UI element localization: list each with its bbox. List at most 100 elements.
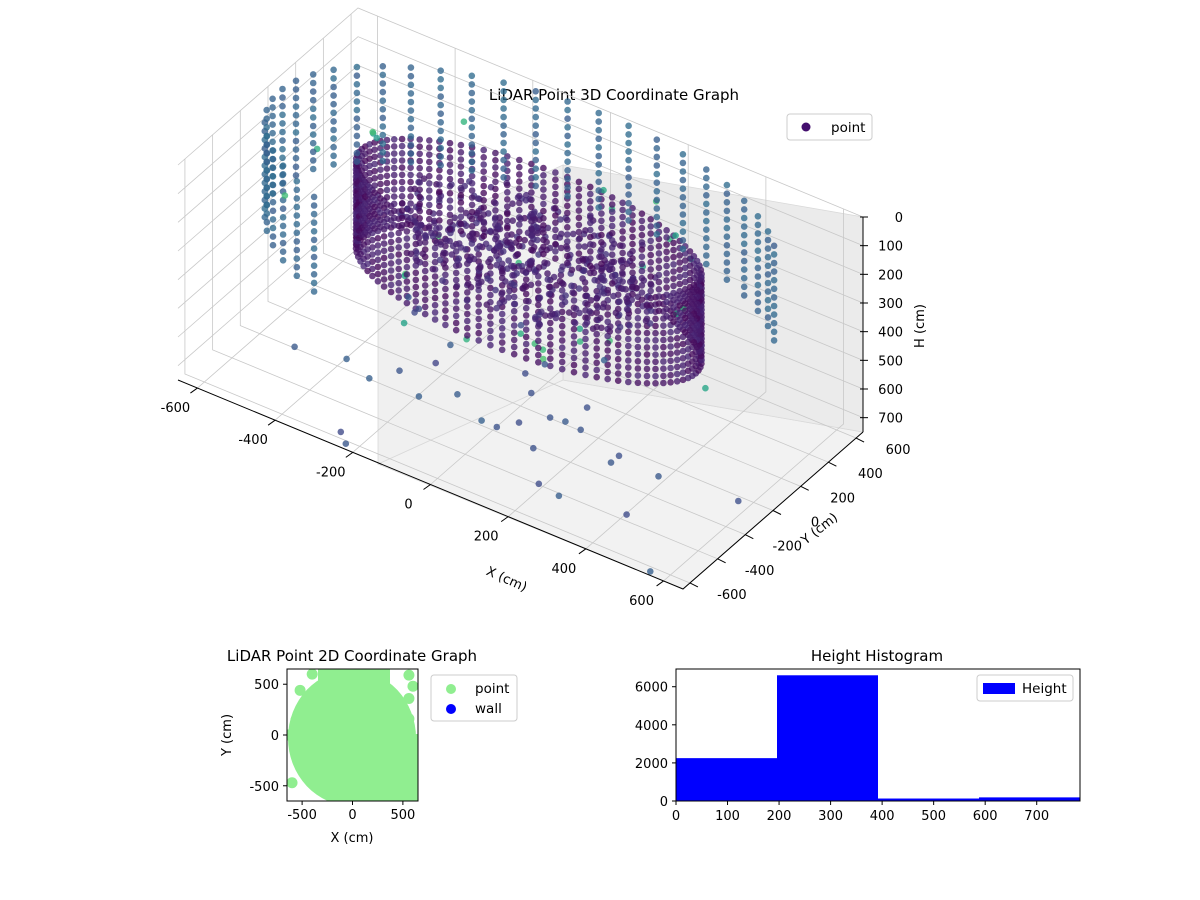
point-3d [587,198,594,205]
point-3d [655,278,663,286]
point-3d [629,269,636,277]
point-3d [460,118,468,125]
point-3d [508,262,515,270]
point-3d [522,326,530,334]
point-3d [679,228,687,235]
y-tick-3d [800,485,809,491]
point-3d [374,270,382,278]
point-3d [575,250,583,257]
point-3d [419,250,427,257]
point-3d [380,233,388,240]
point-3d [353,158,361,165]
x-tick-label-histogram: 600 [973,809,998,824]
point-3d [555,492,563,500]
point-3d [564,202,571,210]
point-3d [500,113,507,121]
point-3d [412,298,420,305]
chart-3d: LiDAR Point 3D Coordinate Graph -600 -400… [161,7,928,609]
legend-label-wall-2d: wall [475,701,502,717]
x-tick-3d [578,548,587,555]
point-3d [676,295,683,302]
point-3d [610,292,617,300]
point-3d [480,218,488,226]
point-3d [426,165,433,173]
point-3d [353,98,361,105]
point-3d [292,86,300,93]
point-3d [407,185,414,193]
point-3d [383,215,391,223]
point-3d [702,384,709,392]
point-3d [595,169,602,177]
point-3d [330,109,337,117]
point-3d [528,232,535,239]
point-3d [366,205,373,213]
point-3d [593,352,600,360]
point-3d [676,273,683,281]
point-3d [366,219,373,227]
point-3d [535,480,543,488]
point-3d [310,288,318,295]
point-3d [676,316,683,324]
point-3d [564,175,571,183]
point-3d [770,251,778,258]
plot-area-2d [287,669,418,801]
point-3d [582,364,589,372]
point-3d [407,178,414,186]
point-3d [533,223,540,231]
point-3d [770,259,778,267]
point-3d [379,131,387,139]
legend-label-point: point [831,120,865,136]
point-3d [623,511,630,518]
point-2d [306,669,318,680]
point-3d [380,269,388,276]
point-3d [723,190,731,197]
point-3d [647,287,654,295]
point-3d [670,311,677,318]
point-3d [395,236,403,244]
point-3d [431,244,439,252]
point-3d [369,272,376,280]
point-3d [532,131,539,138]
point-3d [390,200,398,208]
point-3d [468,230,476,237]
legend-marker-point-2d [446,684,456,694]
point-3d [652,380,659,387]
point-3d [535,287,542,294]
point-3d [431,258,439,266]
point-3d [570,361,578,369]
point-3d [667,336,674,343]
point-3d [670,289,677,297]
point-3d [390,207,398,215]
point-3d [468,215,476,223]
point-3d [660,365,667,373]
point-3d [475,251,483,258]
point-3d [279,239,287,247]
point-3d [310,236,318,244]
point-3d [468,141,476,148]
point-3d [263,106,271,114]
point-3d [431,301,439,309]
point-3d [421,289,429,296]
point-3d [279,231,287,238]
point-3d [407,250,415,258]
point-3d [487,341,494,349]
point-3d [412,276,420,284]
chart-2d: LiDAR Point 2D Coordinate Graph -500 0 500… [220,647,518,846]
point-3d [279,128,286,136]
point-3d [292,146,300,153]
point-3d [540,243,547,251]
point-3d [437,93,445,100]
point-3d [552,169,559,176]
point-3d [647,568,654,575]
point-3d [263,218,271,226]
point-3d [614,355,622,363]
point-3d [655,473,662,480]
point-3d [619,242,626,250]
point-3d [374,242,382,249]
point-3d [498,290,505,298]
point-3d [374,278,382,285]
point-3d [568,282,575,290]
point-3d [535,351,542,359]
point-3d [619,235,626,242]
point-3d [498,332,506,339]
